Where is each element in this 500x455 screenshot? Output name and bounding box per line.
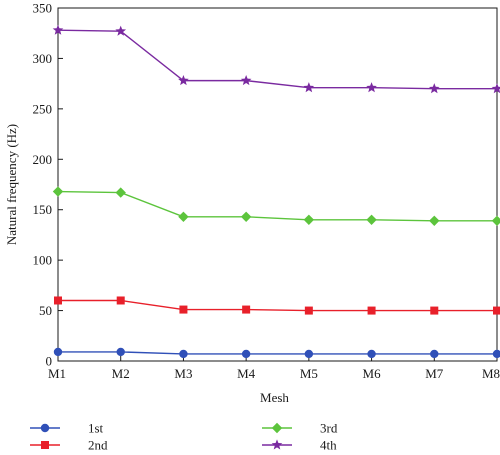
x-tick-label: M6	[363, 366, 382, 381]
data-point	[242, 305, 251, 314]
series-2nd	[54, 296, 500, 315]
legend-item: 1st	[30, 421, 104, 436]
x-tick-label: M7	[425, 366, 444, 381]
y-tick-label: 100	[33, 253, 53, 268]
y-tick-label: 350	[33, 1, 53, 16]
data-point	[304, 349, 314, 359]
data-point	[493, 306, 500, 315]
data-point	[303, 82, 315, 93]
legend-label: 3rd	[320, 421, 338, 436]
data-point	[54, 296, 62, 305]
data-point	[53, 347, 63, 357]
series-4th	[52, 24, 500, 94]
legend-label: 2nd	[88, 438, 108, 453]
data-point	[492, 349, 500, 359]
data-point	[241, 349, 251, 359]
series-3rd	[52, 186, 500, 227]
data-point	[115, 25, 127, 36]
legend-item: 3rd	[262, 421, 338, 436]
y-axis-title: Natural frequency (Hz)	[4, 124, 19, 245]
data-point	[240, 211, 252, 222]
legend: 1st 2nd 3rd 4th	[30, 421, 338, 453]
data-point	[430, 349, 439, 359]
data-point	[428, 83, 440, 94]
x-tick-label: M1	[48, 366, 66, 381]
data-point	[367, 349, 376, 359]
series-layer	[52, 24, 500, 359]
series-1st	[53, 347, 500, 359]
data-point	[179, 349, 188, 359]
data-point	[178, 211, 189, 222]
legend-marker	[271, 422, 283, 434]
data-point	[116, 347, 125, 357]
data-point	[367, 306, 376, 315]
y-tick-label: 300	[33, 51, 53, 66]
plot-border	[57, 7, 498, 362]
x-tick-label: M2	[112, 366, 130, 381]
y-tick-label: 0	[46, 354, 53, 369]
x-tick-label: M3	[174, 366, 192, 381]
legend-marker	[40, 423, 50, 433]
legend-item: 2nd	[30, 438, 108, 453]
data-point	[52, 186, 64, 197]
y-tick-label: 200	[33, 152, 53, 167]
plot-area	[57, 7, 498, 362]
legend-label: 1st	[88, 421, 104, 436]
data-point	[179, 305, 188, 314]
legend-label: 4th	[320, 438, 337, 453]
x-tick-label: M8	[482, 366, 500, 381]
data-point	[115, 187, 126, 198]
data-point	[52, 24, 64, 35]
legend-marker	[41, 441, 49, 449]
data-point	[178, 75, 189, 86]
x-axis-title: Mesh	[260, 390, 289, 405]
y-axis: 0 50 100 150 200 250 300 350	[33, 1, 63, 369]
data-point	[303, 214, 315, 225]
x-axis: M1 M2 M3 M4 M5 M6 M7 M8	[48, 356, 500, 381]
x-tick-label: M4	[237, 366, 256, 381]
series-line	[58, 299, 497, 312]
data-point	[429, 215, 440, 227]
y-tick-label: 150	[33, 202, 53, 217]
series-line	[57, 29, 497, 90]
data-point	[366, 82, 377, 93]
x-tick-label: M5	[300, 366, 318, 381]
y-tick-label: 250	[33, 101, 53, 116]
legend-item: 4th	[262, 438, 337, 453]
series-line	[57, 190, 497, 222]
data-point	[491, 215, 500, 227]
y-tick-label: 50	[39, 303, 52, 318]
data-point	[430, 306, 439, 315]
data-point	[304, 306, 313, 315]
data-point	[240, 75, 252, 86]
data-point	[366, 214, 377, 225]
data-point	[116, 296, 125, 305]
data-point	[491, 83, 500, 94]
legend-marker	[271, 439, 283, 450]
series-line	[58, 351, 497, 355]
